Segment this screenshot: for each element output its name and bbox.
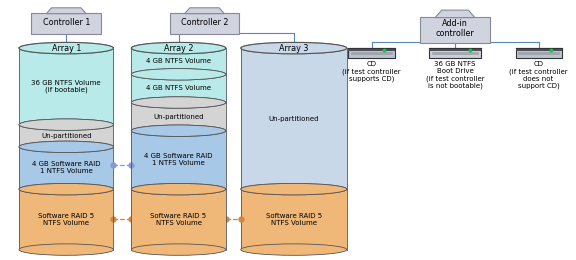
Ellipse shape <box>19 42 113 54</box>
Text: 4 GB Software RAID
1 NTFS Volume: 4 GB Software RAID 1 NTFS Volume <box>145 153 213 166</box>
Ellipse shape <box>131 42 226 54</box>
Bar <box>131 189 226 250</box>
Ellipse shape <box>131 42 226 54</box>
Bar <box>131 131 226 189</box>
Polygon shape <box>184 8 224 14</box>
Ellipse shape <box>19 42 113 54</box>
Ellipse shape <box>131 184 226 195</box>
Text: 36 GB NTFS Volume
(if bootable): 36 GB NTFS Volume (if bootable) <box>32 80 101 93</box>
Text: Un-partitioned: Un-partitioned <box>41 133 92 139</box>
Ellipse shape <box>241 184 347 195</box>
Bar <box>241 189 347 250</box>
Ellipse shape <box>131 69 226 80</box>
Ellipse shape <box>131 69 226 80</box>
FancyBboxPatch shape <box>31 13 101 34</box>
Text: Software RAID 5
NTFS Volume: Software RAID 5 NTFS Volume <box>150 213 207 226</box>
Text: Array 2: Array 2 <box>164 44 194 53</box>
Ellipse shape <box>131 125 226 136</box>
Bar <box>429 48 481 58</box>
Ellipse shape <box>131 244 226 255</box>
Text: 4 GB NTFS Volume: 4 GB NTFS Volume <box>146 58 211 64</box>
Bar <box>19 125 113 147</box>
FancyBboxPatch shape <box>169 13 239 34</box>
Ellipse shape <box>241 184 347 195</box>
Text: Array 1: Array 1 <box>52 44 81 53</box>
Ellipse shape <box>19 141 113 153</box>
Text: Un-partitioned: Un-partitioned <box>268 116 319 122</box>
Text: Controller 2: Controller 2 <box>181 18 228 27</box>
Bar <box>131 74 226 102</box>
Ellipse shape <box>19 119 113 131</box>
Ellipse shape <box>241 42 347 54</box>
Text: CD
(if test controller
does not
support CD): CD (if test controller does not support … <box>509 61 568 89</box>
Bar <box>348 48 395 58</box>
Ellipse shape <box>19 244 113 255</box>
Polygon shape <box>435 10 475 18</box>
Ellipse shape <box>131 125 226 136</box>
Text: Software RAID 5
NTFS Volume: Software RAID 5 NTFS Volume <box>38 213 94 226</box>
Ellipse shape <box>131 97 226 108</box>
Text: 4 GB Software RAID
1 NTFS Volume: 4 GB Software RAID 1 NTFS Volume <box>32 161 100 174</box>
Bar <box>19 147 113 189</box>
Text: Array 3: Array 3 <box>279 44 308 53</box>
Bar <box>429 48 481 51</box>
Text: Un-partitioned: Un-partitioned <box>153 114 204 120</box>
Text: Software RAID 5
NTFS Volume: Software RAID 5 NTFS Volume <box>266 213 322 226</box>
Ellipse shape <box>131 97 226 108</box>
Text: 4 GB NTFS Volume: 4 GB NTFS Volume <box>146 85 211 92</box>
Bar <box>241 48 347 189</box>
Bar <box>19 48 113 125</box>
Bar <box>348 48 395 51</box>
Bar <box>19 189 113 250</box>
Ellipse shape <box>241 42 347 54</box>
Text: Controller 1: Controller 1 <box>43 18 90 27</box>
Bar <box>516 48 562 51</box>
Ellipse shape <box>131 184 226 195</box>
Ellipse shape <box>19 141 113 153</box>
Ellipse shape <box>19 184 113 195</box>
Ellipse shape <box>19 119 113 131</box>
Ellipse shape <box>241 244 347 255</box>
Text: CD
(if test controller
supports CD): CD (if test controller supports CD) <box>342 61 401 82</box>
Ellipse shape <box>19 184 113 195</box>
FancyBboxPatch shape <box>420 17 490 43</box>
Polygon shape <box>46 8 86 14</box>
Text: Add-in
controller: Add-in controller <box>435 19 475 38</box>
Bar <box>131 48 226 74</box>
Text: 36 GB NTFS
Boot Drive
(if test controller
is not bootable): 36 GB NTFS Boot Drive (if test controlle… <box>426 61 484 89</box>
Bar <box>131 102 226 131</box>
Bar <box>516 48 562 58</box>
